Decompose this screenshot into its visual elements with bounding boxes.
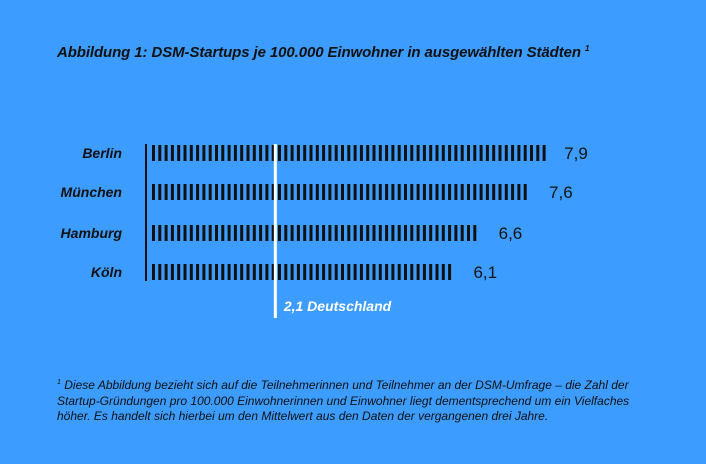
value-label: 6,1 xyxy=(473,263,497,282)
category-label: München xyxy=(61,184,122,200)
chart-title-footnote-marker: 1 xyxy=(585,44,590,53)
reference-line xyxy=(273,144,277,318)
value-label: 7,6 xyxy=(549,183,573,202)
chart-title: Abbildung 1: DSM-Startups je 100.000 Ein… xyxy=(57,44,589,61)
reference-label: 2,1 Deutschland xyxy=(283,298,392,314)
footnote: 1 Diese Abbildung bezieht sich auf die T… xyxy=(57,375,647,425)
bar-köln xyxy=(152,264,452,280)
category-label: Berlin xyxy=(82,145,122,161)
footnote-text: Diese Abbildung bezieht sich auf die Tei… xyxy=(57,378,630,423)
category-label: Hamburg xyxy=(61,225,123,241)
bar-münchen xyxy=(152,184,527,200)
category-label: Köln xyxy=(91,264,122,280)
chart-title-text: Abbildung 1: DSM-Startups je 100.000 Ein… xyxy=(57,44,581,61)
value-label: 6,6 xyxy=(499,224,523,243)
bar-hamburg xyxy=(152,225,477,241)
bar-chart: Berlin 7,9 München 7,6 Hamburg 6,6 Köln 6,1 2,1 … xyxy=(61,144,588,318)
value-label: 7,9 xyxy=(564,144,588,163)
bar-berlin xyxy=(152,145,546,161)
footnote-marker: 1 xyxy=(57,379,61,386)
